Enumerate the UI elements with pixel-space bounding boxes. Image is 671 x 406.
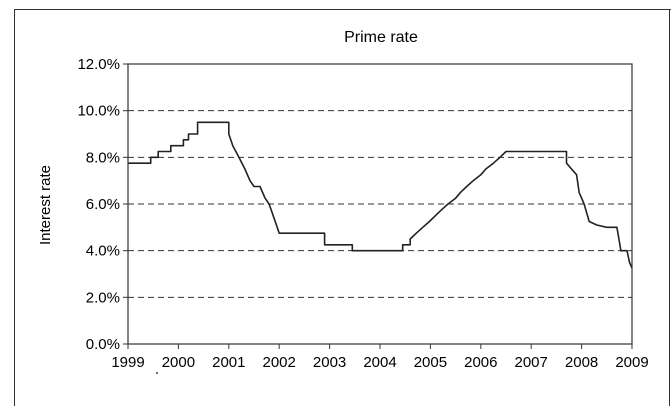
y-tick-label: 2.0% [86,289,120,306]
x-tick-label: 2001 [212,354,245,371]
x-tick-label: 2009 [615,354,648,371]
chart-title: Prime rate [344,29,418,46]
x-tick-label: 2003 [313,354,346,371]
plot-area-border [127,63,633,345]
prime-rate-line [128,121,633,269]
y-tick-label: 0.0% [86,336,120,353]
y-tick-label: 10.0% [77,103,120,120]
y-tick-label: 12.0% [77,56,120,73]
x-tick-label: 2004 [363,354,396,371]
y-axis-label: Interest rate [37,165,54,245]
x-tick-label: 2006 [464,354,497,371]
axis-ticks: 0.0% 2.0% 4.0% 6.0% 8.0% 10.0% 12.0% 1999 2000 20… [77,56,648,371]
y-tick-label: 8.0% [86,149,120,166]
x-tick-label: 2002 [263,354,296,371]
x-tick-label: 2007 [515,354,548,371]
figure-frame-right [669,9,670,406]
x-tick-label: 2000 [162,354,195,371]
x-tick-label: 2008 [565,354,598,371]
gridlines [128,110,632,298]
y-tick-label: 6.0% [86,196,120,213]
y-tick-label: 4.0% [86,243,120,260]
x-tick-label: 1999 [111,354,144,371]
x-tick-label: 2005 [414,354,447,371]
stray-mark [156,372,158,374]
figure-frame-left [14,9,15,406]
figure-frame-top [14,9,671,10]
